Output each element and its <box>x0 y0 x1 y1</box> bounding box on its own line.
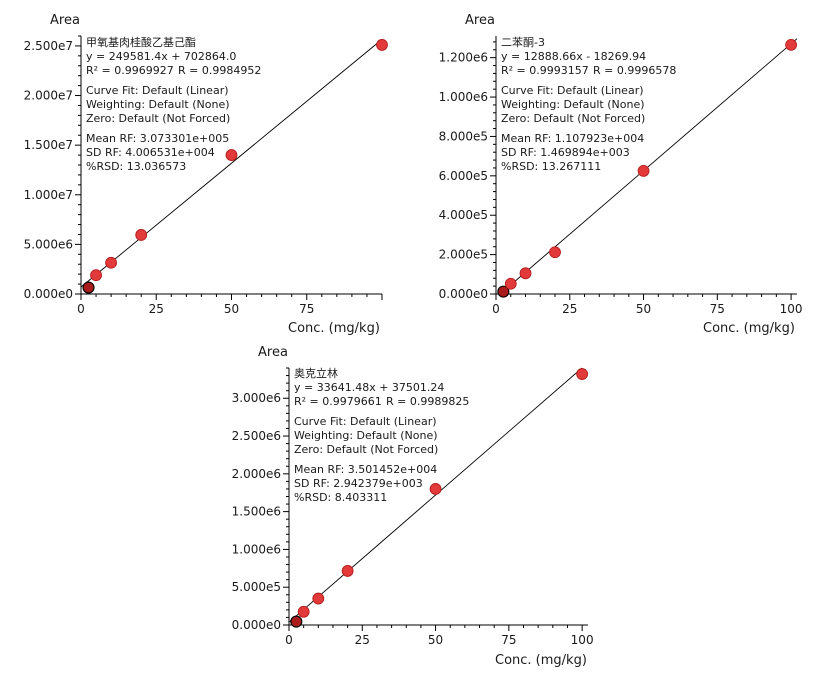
sd-rf: SD RF: 4.006531e+004 <box>86 146 215 159</box>
mean-rf: Mean RF: 3.501452e+004 <box>294 463 437 476</box>
r-value: R = 0.9996578 <box>593 64 676 77</box>
data-point <box>549 246 561 259</box>
x-tick-label: 100 <box>780 302 803 316</box>
data-point <box>297 605 310 618</box>
y-tick-label: 2.000e7 <box>24 89 73 103</box>
y-axis-label: Area <box>258 345 288 360</box>
x-axis-label: Conc. (mg/kg) <box>288 321 380 336</box>
x-tick-label: 50 <box>224 302 239 316</box>
y-tick-label: 6.000e5 <box>439 169 488 183</box>
data-point <box>225 149 238 161</box>
data-point <box>576 368 589 380</box>
rsd: %RSD: 13.036573 <box>86 160 186 173</box>
mean-rf: Mean RF: 3.073301e+005 <box>86 132 229 145</box>
y-axis-label: Area <box>465 13 495 28</box>
y-tick-label: 1.500e6 <box>232 505 281 519</box>
curve-fit: Curve Fit: Default (Linear) <box>86 84 229 97</box>
x-tick-label: 50 <box>636 302 651 316</box>
x-tick-label: 50 <box>428 633 443 647</box>
y-tick-label: 1.200e6 <box>439 51 488 65</box>
fit-equation: y = 12888.66x - 18269.94 <box>501 50 646 63</box>
weighting: Weighting: Default (None) <box>294 429 438 442</box>
data-point <box>135 229 148 241</box>
fit-equation: y = 33641.48x + 37501.24 <box>294 381 444 394</box>
chart-panel-2: Area Conc. (mg/kg) 二苯酮-3 y = 12888.66x -… <box>439 13 803 336</box>
y-tick-label: 5.000e5 <box>232 580 281 594</box>
rsd: %RSD: 8.403311 <box>294 491 387 504</box>
fit-equation: y = 249581.4x + 702864.0 <box>86 50 236 63</box>
regression-line <box>80 39 383 288</box>
regression-line <box>288 367 583 623</box>
compound-name: 甲氧基肉桂酸乙基己酯 <box>86 35 196 49</box>
r-squared: R² = 0.9979661 <box>294 395 382 408</box>
data-point <box>497 285 510 298</box>
y-tick-label: 1.000e7 <box>24 188 73 202</box>
chart-panel-3: Area Conc. (mg/kg) 奥克立林 y = 33641.48x + … <box>232 345 594 668</box>
data-point <box>429 483 442 495</box>
x-tick-label: 75 <box>299 302 314 316</box>
y-tick-label: 2.000e5 <box>439 248 488 262</box>
data-point <box>290 615 303 628</box>
weighting: Weighting: Default (None) <box>86 98 230 111</box>
weighting: Weighting: Default (None) <box>501 98 645 111</box>
x-tick-label: 25 <box>149 302 164 316</box>
data-point <box>312 592 325 605</box>
r-squared: R² = 0.9993157 <box>501 64 589 77</box>
data-point <box>504 277 517 290</box>
y-tick-label: 0.000e0 <box>24 287 73 301</box>
r-squared: R² = 0.9969927 <box>86 64 174 77</box>
data-point <box>376 39 388 51</box>
y-tick-label: 1.000e6 <box>232 542 281 556</box>
data-point <box>519 267 532 280</box>
chart-panel-1: Area Conc. (mg/kg) 甲氧基肉桂酸乙基己酯 y = 249581… <box>24 13 388 336</box>
x-tick-label: 0 <box>492 302 500 316</box>
y-tick-label: 1.000e6 <box>439 90 488 104</box>
compound-name: 二苯酮-3 <box>501 35 545 49</box>
x-tick-label: 100 <box>571 633 594 647</box>
y-tick-label: 5.000e6 <box>24 237 73 251</box>
x-tick-label: 25 <box>355 633 370 647</box>
y-tick-label: 2.000e6 <box>232 467 281 481</box>
y-tick-label: 2.500e7 <box>24 39 73 53</box>
rsd: %RSD: 13.267111 <box>501 160 601 173</box>
y-tick-label: 4.000e5 <box>439 208 488 222</box>
data-point <box>637 165 650 177</box>
mean-rf: Mean RF: 1.107923e+004 <box>501 132 644 145</box>
sd-rf: SD RF: 1.469894e+003 <box>501 146 630 159</box>
x-tick-label: 0 <box>285 633 293 647</box>
y-tick-label: 0.000e0 <box>439 287 488 301</box>
r-value: R = 0.9989825 <box>386 395 469 408</box>
x-tick-label: 75 <box>501 633 516 647</box>
y-tick-label: 3.000e6 <box>232 391 281 405</box>
y-tick-label: 1.500e7 <box>24 138 73 152</box>
y-tick-label: 2.500e6 <box>232 429 281 443</box>
zero-setting: Zero: Default (Not Forced) <box>501 112 645 125</box>
stats-box: 甲氧基肉桂酸乙基己酯 y = 249581.4x + 702864.0 R² =… <box>86 35 261 173</box>
stats-box: 奥克立林 y = 33641.48x + 37501.24 R² = 0.997… <box>294 366 469 504</box>
y-axis-label: Area <box>50 13 80 28</box>
data-point <box>90 269 102 282</box>
x-tick-label: 25 <box>562 302 577 316</box>
curve-fit: Curve Fit: Default (Linear) <box>294 415 437 428</box>
x-tick-label: 0 <box>77 302 85 316</box>
data-point <box>341 565 354 577</box>
sd-rf: SD RF: 2.942379e+003 <box>294 477 423 490</box>
stats-box: 二苯酮-3 y = 12888.66x - 18269.94 R² = 0.99… <box>501 35 676 173</box>
x-axis-label: Conc. (mg/kg) <box>703 321 795 336</box>
data-point <box>105 256 117 269</box>
r-value: R = 0.9984952 <box>178 64 261 77</box>
curve-fit: Curve Fit: Default (Linear) <box>501 84 644 97</box>
zero-setting: Zero: Default (Not Forced) <box>86 112 230 125</box>
zero-setting: Zero: Default (Not Forced) <box>294 443 438 456</box>
y-tick-label: 8.000e5 <box>439 129 488 143</box>
data-point <box>82 281 95 294</box>
data-point <box>785 38 797 51</box>
y-tick-label: 0.000e0 <box>232 618 281 632</box>
x-axis-label: Conc. (mg/kg) <box>495 653 587 668</box>
x-tick-label: 75 <box>710 302 725 316</box>
compound-name: 奥克立林 <box>294 366 338 380</box>
